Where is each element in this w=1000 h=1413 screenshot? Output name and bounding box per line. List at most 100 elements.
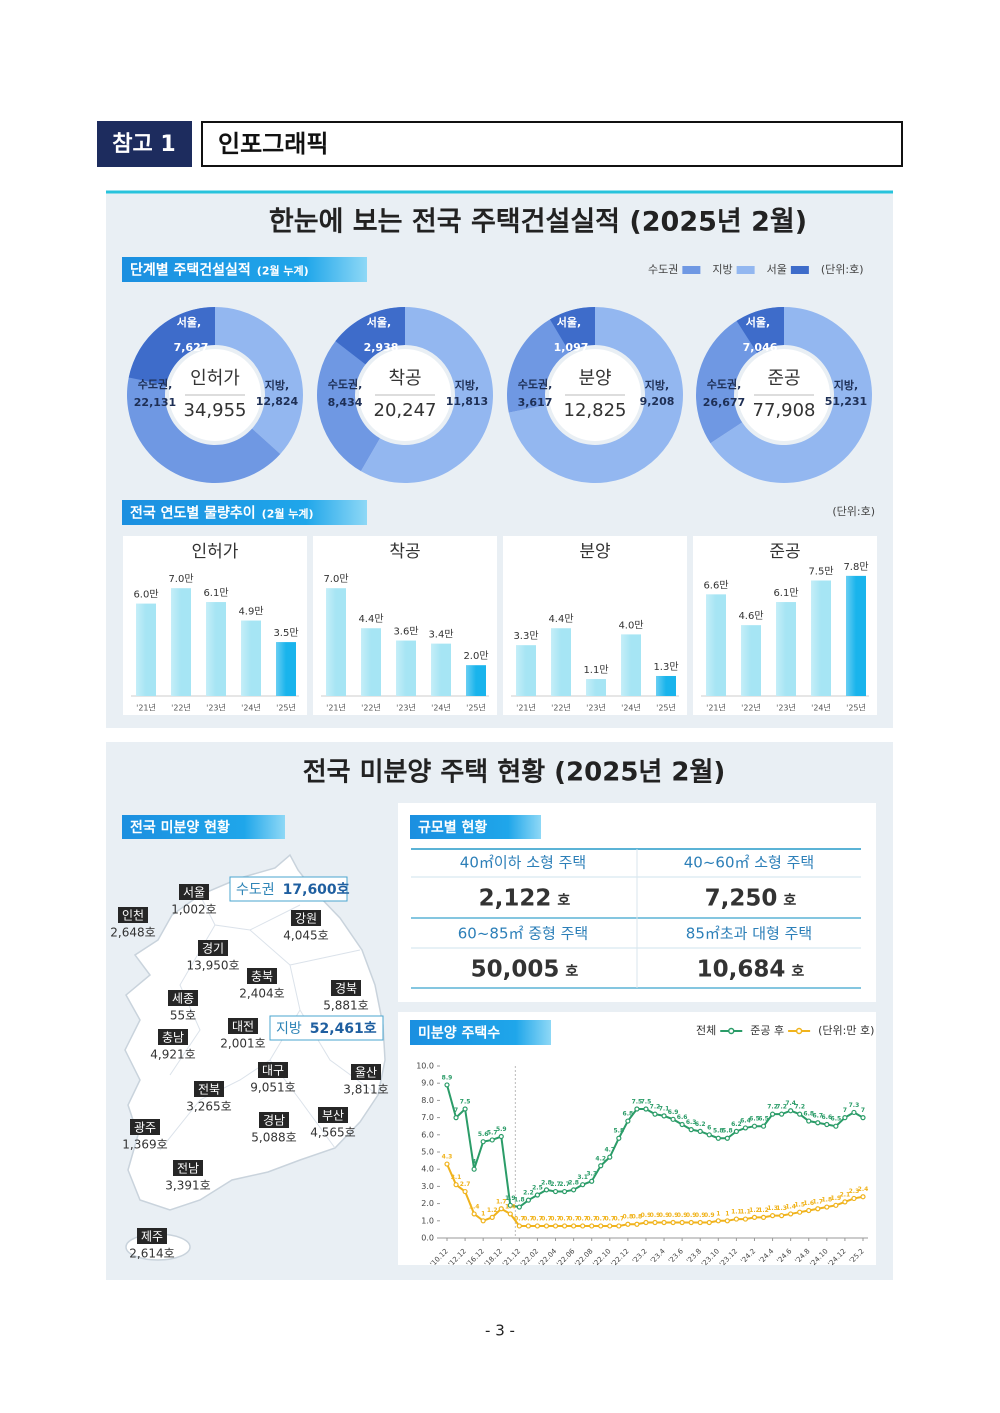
point <box>724 1135 730 1141</box>
point-label: 6.6 <box>822 1114 833 1121</box>
legend-swatch <box>790 266 809 274</box>
x-tick-label: '23년 <box>586 703 606 713</box>
point-label: 3.1 <box>451 1174 462 1181</box>
section-tag-label: 전국 연도별 물량추이 <box>130 505 256 522</box>
point <box>453 1182 459 1188</box>
point-label: 7 <box>454 1107 458 1114</box>
region-count: 4,045호 <box>283 929 328 943</box>
region-name: 부산 <box>322 1109 344 1123</box>
x-tick-label: '22년 <box>551 703 571 713</box>
point <box>806 1118 812 1124</box>
point-label: 0.7 <box>568 1215 579 1222</box>
point <box>815 1206 821 1212</box>
donut-label: 서울, <box>177 315 201 329</box>
point-label: 0.7 <box>604 1215 615 1222</box>
point-label: 1.5 <box>794 1202 805 1209</box>
region-name: 충남 <box>162 1031 184 1045</box>
size-value: 2,122 <box>479 886 552 912</box>
section-tag <box>410 815 541 839</box>
x-tick-label: '21년 <box>706 703 726 713</box>
point-label: 1.2 <box>749 1207 760 1214</box>
point-label: 1.4 <box>785 1203 796 1210</box>
donut-label: 지방, <box>265 378 289 392</box>
point-label: 7.5 <box>632 1099 643 1106</box>
point <box>580 1223 586 1229</box>
region-count: 13,950호 <box>186 959 239 973</box>
bar-sheen <box>776 602 786 696</box>
region-badge <box>247 968 277 984</box>
point <box>552 1188 559 1195</box>
region-badge <box>291 910 321 926</box>
size-header: 60~85㎡ 중형 주택 <box>458 925 588 943</box>
donut-label: 수도권, <box>707 378 742 391</box>
point-label: 7.2 <box>767 1104 778 1111</box>
region-name: 강원 <box>295 912 317 926</box>
point-label: 5.9 <box>496 1126 507 1133</box>
map-division <box>159 894 379 1151</box>
bar-value-label: 7.0만 <box>323 573 348 585</box>
point <box>688 1127 694 1133</box>
bar-chart-title: 준공 <box>769 542 800 562</box>
x-tick-label: '24년 <box>621 703 641 713</box>
region-name: 경기 <box>202 942 224 956</box>
legend-marker <box>728 1027 735 1035</box>
bar-value-label: 4.4만 <box>548 613 573 625</box>
region-badge <box>130 1119 160 1135</box>
region-name: 경남 <box>263 1114 285 1128</box>
bar-sheen <box>206 602 216 696</box>
point <box>742 1125 749 1131</box>
bar-sheen <box>241 620 251 696</box>
point-label: 2.7 <box>460 1181 471 1188</box>
point-label: 1.7 <box>496 1198 507 1205</box>
legend-label: 수도권 <box>648 263 678 276</box>
donut-label: 수도권, <box>138 378 173 391</box>
bar-value-label: 3.6만 <box>393 626 418 638</box>
point <box>444 1082 450 1088</box>
region-count: 3,265호 <box>186 1100 231 1114</box>
point <box>598 1163 604 1169</box>
legend-marker <box>795 1027 803 1035</box>
bar-sheen <box>551 628 561 696</box>
region-name: 광주 <box>134 1121 156 1135</box>
size-value: 10,684 <box>697 957 786 983</box>
size-unit: 호 <box>783 893 796 909</box>
bar-value-label: 1.1만 <box>583 664 608 676</box>
point-label: 1.1 <box>731 1209 742 1216</box>
region-badge <box>194 1081 224 1097</box>
region-name: 인천 <box>122 908 144 923</box>
y-tick-label: 4.0 <box>421 1165 434 1174</box>
badge-box <box>97 121 192 167</box>
point <box>697 1219 703 1226</box>
bar-value-label: 2.0만 <box>463 650 488 662</box>
bar-value-label: 1.3만 <box>653 661 678 673</box>
x-tick-label: '24년 <box>241 703 261 713</box>
bar-chart-title: 인허가 <box>192 542 239 562</box>
point <box>507 1211 513 1217</box>
region-badge <box>258 1062 288 1078</box>
section-tag-label: 미분양 주택수 <box>418 1025 500 1042</box>
donut-value: 11,813 <box>446 395 488 408</box>
x-tick-label: '24년 <box>811 703 831 713</box>
donut-segment <box>360 307 493 483</box>
point-label: 0.7 <box>559 1215 570 1222</box>
point <box>797 1209 803 1215</box>
donut-value: 51,231 <box>825 395 867 408</box>
point-label: 6.9 <box>668 1109 679 1116</box>
region-count: 55호 <box>170 1009 196 1023</box>
point <box>733 1128 739 1134</box>
point <box>769 1111 776 1117</box>
section-tag-label: 단계별 주택건설실적 <box>130 262 251 279</box>
point <box>571 1223 577 1229</box>
bar-sheen <box>516 645 526 696</box>
bar-sheen <box>656 675 666 696</box>
donut-segment <box>508 307 684 483</box>
donut-value: 9,208 <box>640 395 675 408</box>
point <box>860 1194 866 1200</box>
size-unit: 호 <box>565 964 578 980</box>
point-label: 4.2 <box>595 1155 606 1162</box>
point <box>833 1202 839 1208</box>
point <box>616 1223 622 1229</box>
point-label: 2.3 <box>849 1188 860 1195</box>
point-label: 5.8 <box>614 1128 625 1135</box>
